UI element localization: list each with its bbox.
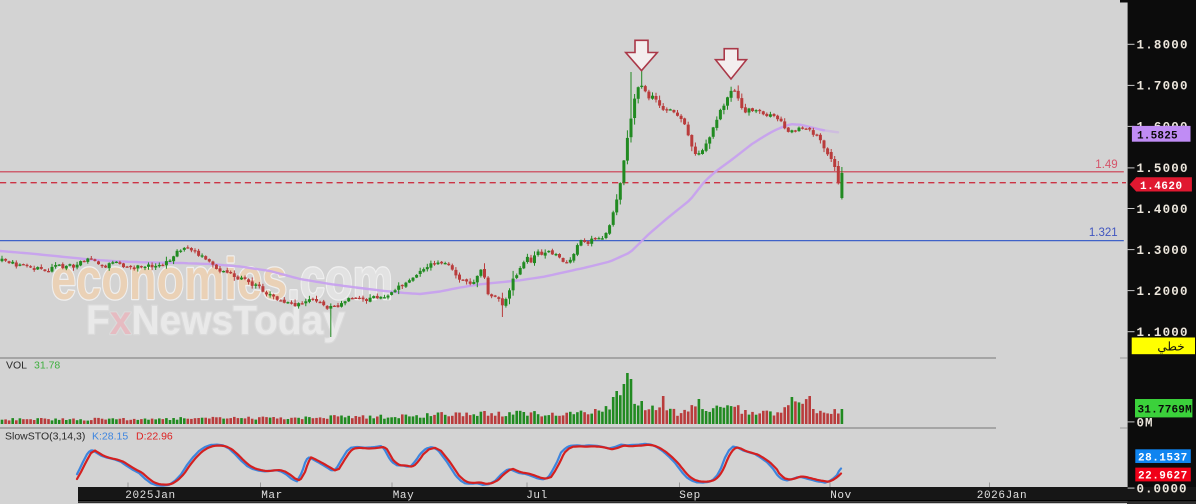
svg-text:28.1537: 28.1537	[1138, 452, 1188, 464]
svg-text:1.8000: 1.8000	[1137, 39, 1189, 53]
svg-text:1.2000: 1.2000	[1137, 285, 1189, 299]
svg-text:1.1000: 1.1000	[1137, 326, 1189, 340]
svg-text:2025Jan: 2025Jan	[125, 490, 175, 502]
svg-text:1.3000: 1.3000	[1137, 244, 1189, 258]
svg-text:1.7000: 1.7000	[1137, 80, 1189, 94]
svg-text:1.4620: 1.4620	[1140, 181, 1183, 193]
svg-text:Sep: Sep	[679, 490, 701, 502]
svg-text:31.7769M: 31.7769M	[1138, 405, 1193, 417]
svg-text:D:22.96: D:22.96	[136, 431, 173, 443]
svg-text:22.9627: 22.9627	[1138, 471, 1188, 483]
svg-text:1.321: 1.321	[1089, 227, 1118, 239]
svg-text:1.5825: 1.5825	[1137, 130, 1178, 142]
svg-text:SlowSTO(3,14,3): SlowSTO(3,14,3)	[5, 431, 85, 443]
svg-text:2026Jan: 2026Jan	[977, 490, 1027, 502]
svg-text:1.4000: 1.4000	[1137, 203, 1189, 217]
svg-text:خطي: خطي	[1157, 339, 1184, 353]
svg-text:Nov: Nov	[830, 490, 852, 502]
svg-text:May: May	[393, 490, 415, 502]
svg-text:Mar: Mar	[261, 490, 283, 502]
svg-text:K:28.15: K:28.15	[92, 431, 128, 443]
svg-text:VOL: VOL	[6, 360, 27, 372]
svg-text:1.49: 1.49	[1095, 159, 1117, 171]
svg-text:FxNewsToday: FxNewsToday	[86, 298, 346, 343]
svg-text:1.5000: 1.5000	[1137, 162, 1189, 176]
svg-text:Jul: Jul	[526, 490, 548, 502]
svg-text:0.0000: 0.0000	[1137, 482, 1188, 496]
svg-text:0M: 0M	[1137, 416, 1154, 430]
svg-text:31.78: 31.78	[34, 360, 60, 372]
